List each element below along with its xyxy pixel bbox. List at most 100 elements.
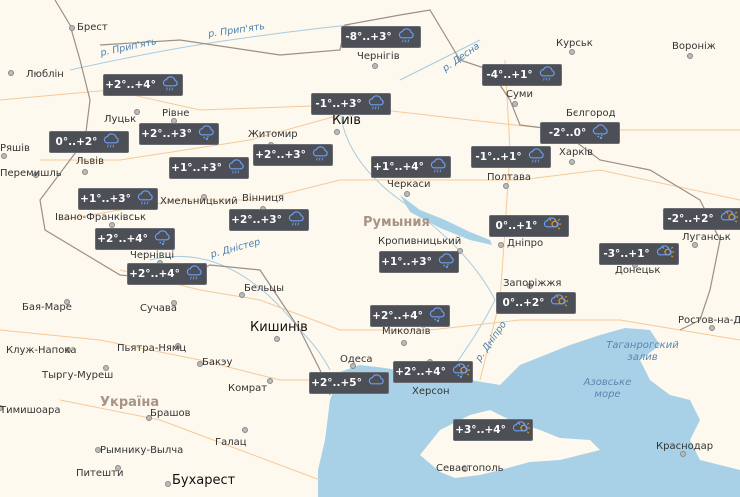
forecast-badge[interactable]: -4°..+1° bbox=[482, 64, 562, 86]
city-marker[interactable] bbox=[197, 361, 203, 367]
forecast-badge[interactable]: -2°..+2° bbox=[663, 208, 740, 230]
forecast-badge[interactable]: -1°..+3° bbox=[311, 93, 391, 115]
forecast-badge[interactable]: +2°..+4° bbox=[95, 228, 175, 250]
city-marker[interactable] bbox=[527, 283, 533, 289]
forecast-badge[interactable]: +2°..+3° bbox=[229, 209, 309, 231]
temperature-range: -1°..+3° bbox=[315, 98, 362, 110]
city-marker[interactable] bbox=[69, 25, 75, 31]
city-marker[interactable] bbox=[109, 222, 115, 228]
forecast-badge[interactable]: +1°..+3° bbox=[78, 188, 158, 210]
city-label: Пьятра-Нямц bbox=[117, 343, 187, 354]
rain-icon bbox=[161, 75, 181, 96]
city-marker[interactable] bbox=[569, 49, 575, 55]
city-marker[interactable] bbox=[82, 169, 88, 175]
partly-cloudy-icon bbox=[511, 420, 531, 441]
forecast-badge[interactable]: +2°..+4° bbox=[370, 305, 450, 327]
forecast-badge[interactable]: +2°..+3° bbox=[139, 123, 219, 145]
city-marker[interactable] bbox=[267, 378, 273, 384]
temperature-range: +2°..+4° bbox=[97, 233, 148, 245]
temperature-range: -8°..+3° bbox=[345, 31, 392, 43]
city-label: Бєлгород bbox=[566, 108, 616, 119]
forecast-badge[interactable]: 0°..+2° bbox=[49, 131, 129, 153]
city-marker[interactable] bbox=[201, 194, 207, 200]
forecast-badge[interactable]: 0°..+1° bbox=[489, 215, 569, 237]
city-marker[interactable] bbox=[569, 159, 575, 165]
city-marker[interactable] bbox=[239, 292, 245, 298]
city-marker[interactable] bbox=[65, 347, 71, 353]
city-label: Чернігів bbox=[357, 51, 400, 62]
rain-icon bbox=[287, 210, 307, 231]
city-marker[interactable] bbox=[503, 183, 509, 189]
city-label: Запоріжжя bbox=[503, 278, 562, 289]
city-marker[interactable] bbox=[372, 63, 378, 69]
city-label: Севастополь bbox=[436, 463, 504, 474]
city-marker[interactable] bbox=[64, 299, 70, 305]
temperature-range: +2°..+4° bbox=[372, 310, 423, 322]
temperature-range: +2°..+5° bbox=[311, 377, 362, 389]
forecast-badge[interactable]: +2°..+4° bbox=[103, 74, 183, 96]
city-marker[interactable] bbox=[8, 70, 14, 76]
city-marker[interactable] bbox=[462, 466, 468, 472]
city-label: Херсон bbox=[412, 386, 450, 397]
city-marker[interactable] bbox=[680, 451, 686, 457]
forecast-badge[interactable]: +1°..+3° bbox=[169, 157, 249, 179]
city-marker[interactable] bbox=[103, 365, 109, 371]
city-marker[interactable] bbox=[33, 172, 39, 178]
city-marker[interactable] bbox=[95, 447, 101, 453]
temperature-range: +1°..+3° bbox=[171, 162, 222, 174]
city-label: Кишинів bbox=[250, 320, 308, 335]
city-marker[interactable] bbox=[350, 363, 356, 369]
temperature-range: +2°..+3° bbox=[255, 149, 306, 161]
city-marker[interactable] bbox=[146, 415, 152, 421]
city-label: Бакэу bbox=[202, 357, 233, 368]
city-marker[interactable] bbox=[709, 325, 715, 331]
city-marker[interactable] bbox=[1, 153, 7, 159]
temperature-range: +2°..+3° bbox=[231, 214, 282, 226]
city-marker[interactable] bbox=[134, 109, 140, 115]
temperature-range: 0°..+2° bbox=[55, 136, 98, 148]
forecast-badge[interactable]: +2°..+3° bbox=[253, 144, 333, 166]
city-marker[interactable] bbox=[242, 427, 248, 433]
city-marker[interactable] bbox=[115, 465, 121, 471]
forecast-badge[interactable]: -3°..+1° bbox=[599, 243, 679, 265]
city-label: Курськ bbox=[556, 38, 593, 49]
forecast-badge[interactable]: +1°..+4° bbox=[371, 156, 451, 178]
city-marker[interactable] bbox=[498, 242, 504, 248]
city-marker[interactable] bbox=[175, 343, 181, 349]
city-marker[interactable] bbox=[404, 191, 410, 197]
city-label: Клуж-Напока bbox=[6, 345, 77, 356]
partly-cloudy-icon bbox=[542, 216, 562, 237]
city-label: Брест bbox=[77, 22, 108, 33]
city-marker[interactable] bbox=[401, 340, 407, 346]
city-label: Київ bbox=[332, 113, 361, 128]
sleet-sun-icon bbox=[451, 362, 471, 383]
forecast-badge[interactable]: +2°..+4° bbox=[393, 361, 473, 383]
city-marker[interactable] bbox=[692, 242, 698, 248]
sea-label: Азовське море bbox=[583, 377, 632, 400]
forecast-badge[interactable]: 0°..+2° bbox=[496, 292, 576, 314]
forecast-badge[interactable]: -2°..0° bbox=[540, 122, 620, 144]
rain-icon bbox=[527, 147, 547, 168]
city-marker[interactable] bbox=[334, 129, 340, 135]
forecast-badge[interactable]: +3°..+4° bbox=[453, 419, 533, 441]
temperature-range: +2°..+4° bbox=[129, 268, 180, 280]
city-marker[interactable] bbox=[274, 336, 280, 342]
city-marker[interactable] bbox=[171, 300, 177, 306]
temperature-range: -3°..+1° bbox=[603, 248, 650, 260]
city-label: Брашов bbox=[150, 408, 191, 419]
forecast-badge[interactable]: +1°..+3° bbox=[379, 251, 459, 273]
city-label: Сучава bbox=[140, 303, 177, 314]
city-marker[interactable] bbox=[512, 101, 518, 107]
forecast-badge[interactable]: +2°..+5° bbox=[309, 372, 389, 394]
city-marker[interactable] bbox=[687, 53, 693, 59]
city-label: Луганськ bbox=[682, 232, 731, 243]
forecast-badge[interactable]: +2°..+4° bbox=[127, 263, 207, 285]
city-label: Рівне bbox=[162, 108, 190, 119]
city-marker[interactable] bbox=[0, 405, 3, 411]
forecast-badge[interactable]: -1°..+1° bbox=[471, 146, 551, 168]
forecast-badge[interactable]: -8°..+3° bbox=[341, 26, 421, 48]
city-marker[interactable] bbox=[165, 481, 171, 487]
temperature-range: -2°..+2° bbox=[667, 213, 714, 225]
country-label: Румыния bbox=[363, 215, 430, 230]
